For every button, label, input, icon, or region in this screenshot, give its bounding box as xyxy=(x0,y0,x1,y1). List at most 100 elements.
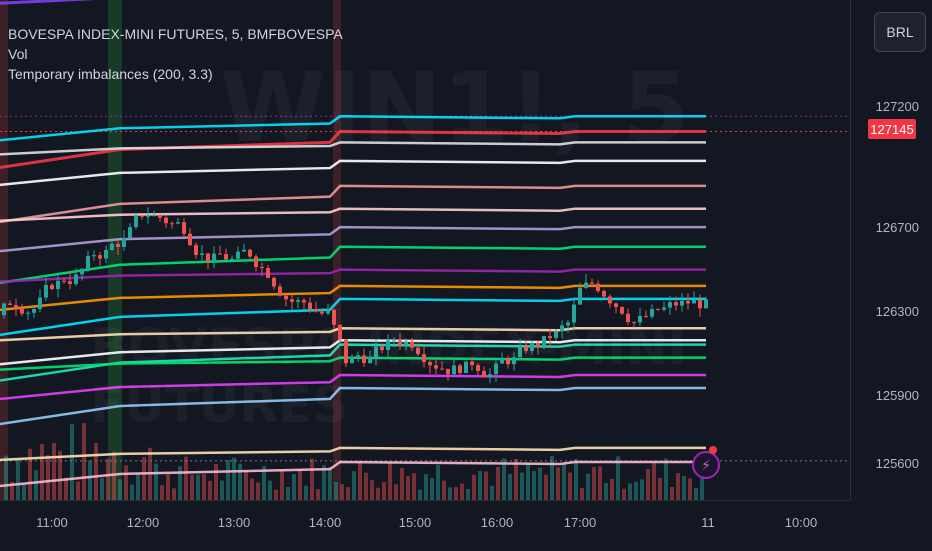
volume-bar xyxy=(466,488,470,500)
candle-body xyxy=(8,303,12,305)
candle-body xyxy=(392,340,396,342)
volume-bar xyxy=(376,487,380,500)
indicator-band xyxy=(0,0,97,5)
volume-bar xyxy=(130,484,134,500)
candle-body xyxy=(650,308,654,317)
time-tick: 12:00 xyxy=(126,515,160,530)
candle-body xyxy=(446,368,450,375)
candle-body xyxy=(482,370,486,378)
candle-body xyxy=(302,300,306,303)
indicator-band xyxy=(0,297,706,337)
volume-bar xyxy=(58,450,62,500)
candle-body xyxy=(452,365,456,375)
time-tick: 11:00 xyxy=(36,515,68,530)
candle-body xyxy=(128,227,132,239)
candle-body xyxy=(20,308,24,314)
volume-bar xyxy=(604,482,608,500)
candle-body xyxy=(608,296,612,304)
candle-body xyxy=(248,249,252,257)
candle-body xyxy=(188,233,192,246)
time-tick: 11 xyxy=(701,515,715,530)
lightning-icon[interactable]: ⚡ xyxy=(692,451,720,479)
volume-bar xyxy=(220,480,224,500)
volume-bar xyxy=(568,472,572,500)
volume-bar xyxy=(442,480,446,500)
candle-body xyxy=(602,290,606,297)
price-axis[interactable]: 127200 126700 126300 125900 125600 xyxy=(850,0,932,500)
volume-bar xyxy=(676,473,680,500)
candle-body xyxy=(86,255,90,269)
candle-body xyxy=(110,243,114,250)
candle-body xyxy=(236,251,240,259)
volume-bar xyxy=(658,477,662,500)
notification-dot xyxy=(709,446,717,454)
volume-bar xyxy=(514,458,518,500)
volume-bar xyxy=(682,475,686,500)
volume-bar xyxy=(580,488,584,500)
candle-body xyxy=(440,368,444,370)
candle-body xyxy=(428,362,432,366)
indicator-band xyxy=(0,373,706,401)
legend-symbol[interactable]: BOVESPA INDEX-MINI FUTURES, 5, BMFBOVESP… xyxy=(8,26,343,42)
candle-body xyxy=(176,222,180,224)
candle-body xyxy=(278,286,282,296)
volume-bar xyxy=(178,466,182,500)
candle-body xyxy=(458,365,462,374)
candle-body xyxy=(146,215,150,217)
watermark-name: BOVESPA INDEX-MINI FUTURES xyxy=(90,318,850,434)
candle-body xyxy=(488,374,492,378)
volume-bar xyxy=(526,462,530,500)
volume-bar xyxy=(430,478,434,500)
volume-bar xyxy=(238,463,242,500)
volume-bar xyxy=(646,469,650,500)
candle-body xyxy=(386,340,390,351)
volume-bar xyxy=(424,474,428,500)
volume-bar xyxy=(496,466,500,500)
candle-body xyxy=(374,346,378,358)
candle-body xyxy=(380,346,384,351)
volume-bar xyxy=(106,458,110,500)
price-tick: 126300 xyxy=(875,304,919,319)
candle-body xyxy=(296,300,300,302)
legend-volume[interactable]: Vol xyxy=(8,46,28,62)
candle-body xyxy=(326,309,330,314)
indicator-band xyxy=(0,141,706,156)
price-chart[interactable] xyxy=(0,0,850,500)
volume-bar xyxy=(346,487,350,500)
volume-bar xyxy=(406,475,410,500)
volume-bar xyxy=(628,483,632,500)
time-axis[interactable]: 11:00 12:00 13:00 14:00 15:00 16:00 17:0… xyxy=(0,500,850,551)
volume-bar xyxy=(40,443,44,500)
volume-bar xyxy=(340,484,344,500)
volume-bar xyxy=(262,465,266,500)
time-tick: 16:00 xyxy=(480,515,514,530)
volume-bar xyxy=(124,465,128,500)
volume-bar xyxy=(190,474,194,500)
volume-bar xyxy=(292,474,296,500)
candle-body xyxy=(416,347,420,355)
chart-area[interactable]: WIN1!, 5 BOVESPA INDEX-MINI FUTURES BOVE… xyxy=(0,0,850,500)
candle-body xyxy=(578,287,582,305)
candle-body xyxy=(62,280,66,282)
candle-body xyxy=(638,316,642,323)
volume-bar xyxy=(286,486,290,500)
currency-button[interactable]: BRL xyxy=(874,12,926,52)
candle-body xyxy=(530,343,534,352)
candle-body xyxy=(656,308,660,310)
candle-body xyxy=(542,336,546,347)
volume-bar xyxy=(490,485,494,500)
legend-indicator[interactable]: Temporary imbalances (200, 3.3) xyxy=(8,66,213,82)
volume-bar xyxy=(388,462,392,500)
volume-bar xyxy=(382,481,386,500)
volume-bar xyxy=(688,478,692,500)
indicator-band xyxy=(0,446,706,462)
volume-bar xyxy=(598,466,602,500)
candle-body xyxy=(422,354,426,363)
volume-bar xyxy=(640,479,644,500)
volume-bar xyxy=(112,451,116,500)
candle-body xyxy=(596,283,600,291)
candle-body xyxy=(164,217,168,224)
volume-bar xyxy=(334,481,338,500)
indicator-band xyxy=(0,184,706,224)
candle-body xyxy=(476,365,480,371)
